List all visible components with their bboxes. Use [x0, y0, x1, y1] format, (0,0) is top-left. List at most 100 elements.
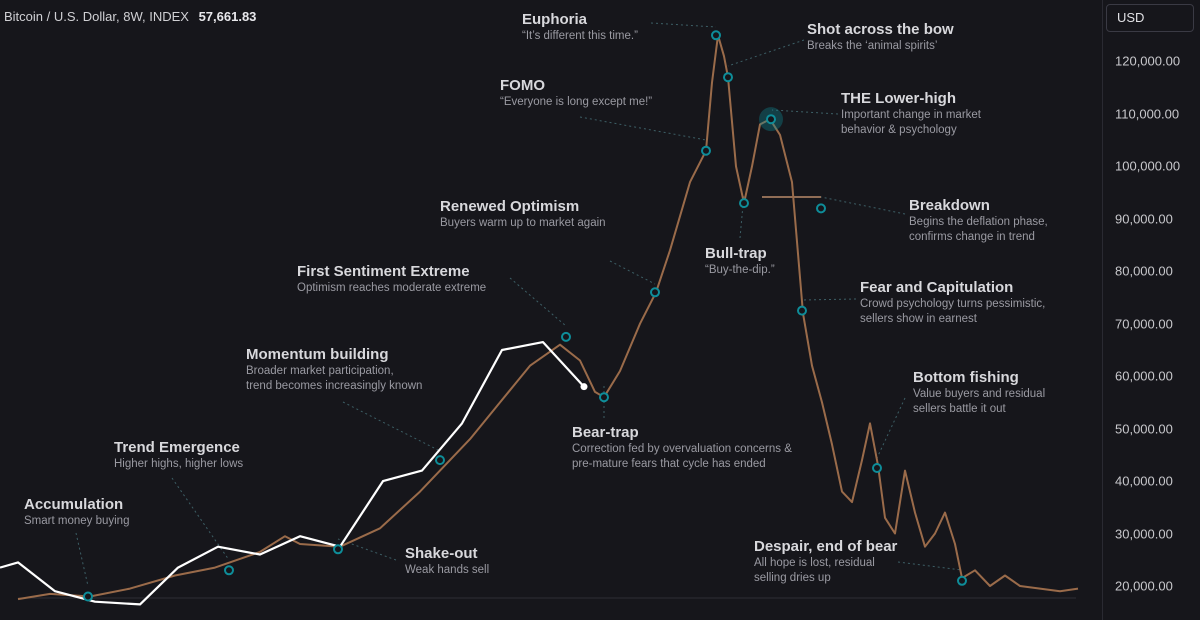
annotation-title: First Sentiment Extreme — [297, 263, 470, 280]
annotation-leader-line — [579, 116, 707, 141]
cycle-curve-line — [17, 34, 1079, 601]
annotation-title: Fear and Capitulation — [860, 279, 1014, 296]
annotation-marker — [83, 591, 93, 602]
annotation-title: Momentum building — [246, 346, 389, 363]
annotation-renewed-optimism: Renewed Optimism Buyers warm up to marke… — [440, 198, 606, 231]
annotation-title: Accumulation — [24, 496, 124, 513]
currency-selector[interactable]: USD — [1106, 4, 1194, 32]
annotation-marker — [723, 72, 733, 83]
annotation-title: Breakdown — [909, 197, 990, 214]
annotation-despair: Despair, end of bear All hope is lost, r… — [754, 538, 897, 586]
annotation-title: Bull-trap — [705, 245, 767, 262]
annotation-leader-line — [650, 22, 717, 28]
annotation-desc: Weak hands sell — [405, 564, 490, 576]
annotation-marker — [599, 392, 609, 403]
annotation-desc: Broader market participation, trend beco… — [246, 365, 423, 392]
annotation-leader-line — [801, 298, 857, 301]
annotation-desc: Correction fed by overvaluation concerns… — [572, 443, 792, 470]
annotation-fomo: FOMO “Everyone is long except me!” — [500, 77, 652, 110]
annotation-marker — [224, 565, 234, 576]
annotation-marker — [435, 455, 445, 466]
y-tick-label: 50,000.00 — [1115, 421, 1173, 437]
annotation-marker — [701, 145, 711, 156]
annotation-desc: Begins the deflation phase, confirms cha… — [909, 216, 1048, 243]
symbol-title: Bitcoin / U.S. Dollar, 8W, INDEX — [4, 9, 189, 24]
annotation-accumulation: Accumulation Smart money buying — [24, 496, 129, 529]
annotation-desc: Optimism reaches moderate extreme — [297, 282, 487, 294]
annotation-title: Shake-out — [405, 545, 478, 562]
annotation-desc: Crowd psychology turns pessimistic, sell… — [860, 298, 1046, 325]
annotation-leader-line — [609, 260, 656, 285]
annotation-title: Euphoria — [522, 11, 588, 28]
annotation-fear-and-capitulation: Fear and Capitulation Crowd psychology t… — [860, 279, 1045, 327]
annotation-leader-line — [771, 109, 839, 115]
annotation-title: Bottom fishing — [913, 369, 1019, 386]
annotation-desc: Higher highs, higher lows — [114, 458, 244, 470]
annotation-marker — [561, 331, 571, 342]
annotation-desc: Value buyers and residual sellers battle… — [913, 388, 1046, 415]
annotation-marker — [650, 287, 660, 298]
marker-layer — [83, 30, 967, 602]
annotation-leader-line — [509, 277, 567, 327]
annotation-euphoria: Euphoria “It’s different this time.” — [522, 11, 638, 44]
annotation-marker — [711, 30, 721, 41]
series-layer — [0, 34, 1079, 606]
annotation-desc: Buyers warm up to market again — [440, 217, 606, 229]
current-price: 57,661.83 — [198, 9, 257, 24]
annotation-first-sentiment-extreme: First Sentiment Extreme Optimism reaches… — [297, 263, 486, 296]
annotation-desc: Important change in market behavior & ps… — [841, 109, 981, 136]
annotation-desc: “Everyone is long except me!” — [500, 96, 653, 108]
annotation-momentum-building: Momentum building Broader market partici… — [246, 346, 422, 394]
annotation-title: FOMO — [500, 77, 545, 94]
annotation-bull-trap: Bull-trap “Buy-the-dip.” — [705, 245, 775, 278]
annotation-leader-line — [897, 561, 963, 571]
y-tick-label: 90,000.00 — [1115, 211, 1173, 227]
annotation-shot-across-the-bow: Shot across the bow Breaks the ‘animal s… — [807, 21, 954, 54]
annotation-bear-trap: Bear-trap Correction fed by overvaluatio… — [572, 424, 792, 472]
annotation-lower-high: THE Lower-high Important change in marke… — [841, 90, 981, 138]
annotation-title: Renewed Optimism — [440, 198, 580, 215]
annotation-leader-line — [876, 397, 906, 459]
annotation-shake-out: Shake-out Weak hands sell — [405, 545, 489, 578]
annotation-desc: “It’s different this time.” — [522, 30, 638, 42]
y-tick-label: 40,000.00 — [1115, 473, 1173, 489]
annotation-title: Despair, end of bear — [754, 538, 898, 555]
annotation-title: Trend Emergence — [114, 439, 240, 456]
y-tick-label: 30,000.00 — [1115, 526, 1173, 542]
chart-header: Bitcoin / U.S. Dollar, 8W, INDEX 57,661.… — [4, 9, 256, 24]
annotation-marker — [957, 575, 967, 586]
annotation-title: Bear-trap — [572, 424, 639, 441]
annotation-desc: Breaks the ‘animal spirits’ — [807, 40, 938, 52]
price-axis-panel[interactable] — [1102, 0, 1200, 620]
y-tick-label: 80,000.00 — [1115, 263, 1173, 279]
annotation-marker — [872, 463, 882, 473]
y-tick-label: 100,000.00 — [1115, 158, 1181, 174]
annotation-marker — [797, 305, 807, 316]
annotation-title: Shot across the bow — [807, 21, 954, 38]
annotation-desc: All hope is lost, residual selling dries… — [754, 557, 875, 584]
annotation-leader-line — [727, 39, 805, 67]
y-tick-label: 60,000.00 — [1115, 368, 1173, 384]
annotation-bottom-fishing: Bottom fishing Value buyers and residual… — [913, 369, 1045, 417]
price-line — [0, 341, 585, 606]
annotation-leader-line — [171, 477, 230, 561]
annotation-leader-line — [337, 538, 397, 561]
annotation-breakdown: Breakdown Begins the deflation phase, co… — [909, 197, 1048, 245]
y-tick-label: 110,000.00 — [1115, 106, 1180, 122]
annotation-marker — [766, 114, 776, 125]
y-tick-label: 20,000.00 — [1115, 578, 1173, 594]
annotation-desc: “Buy-the-dip.” — [705, 264, 775, 276]
price-last-point — [580, 383, 588, 391]
annotation-title: THE Lower-high — [841, 90, 956, 107]
y-tick-label: 70,000.00 — [1115, 316, 1173, 332]
annotation-desc: Smart money buying — [24, 515, 130, 527]
annotation-marker — [333, 544, 343, 555]
annotation-trend-emergence: Trend Emergence Higher highs, higher low… — [114, 439, 243, 472]
annotation-leader-line — [820, 196, 906, 215]
annotation-marker — [816, 203, 826, 214]
annotation-leader-line — [342, 401, 441, 452]
annotation-marker — [739, 198, 749, 209]
annotation-leader-line — [75, 532, 89, 587]
y-tick-label: 120,000.00 — [1115, 53, 1181, 69]
